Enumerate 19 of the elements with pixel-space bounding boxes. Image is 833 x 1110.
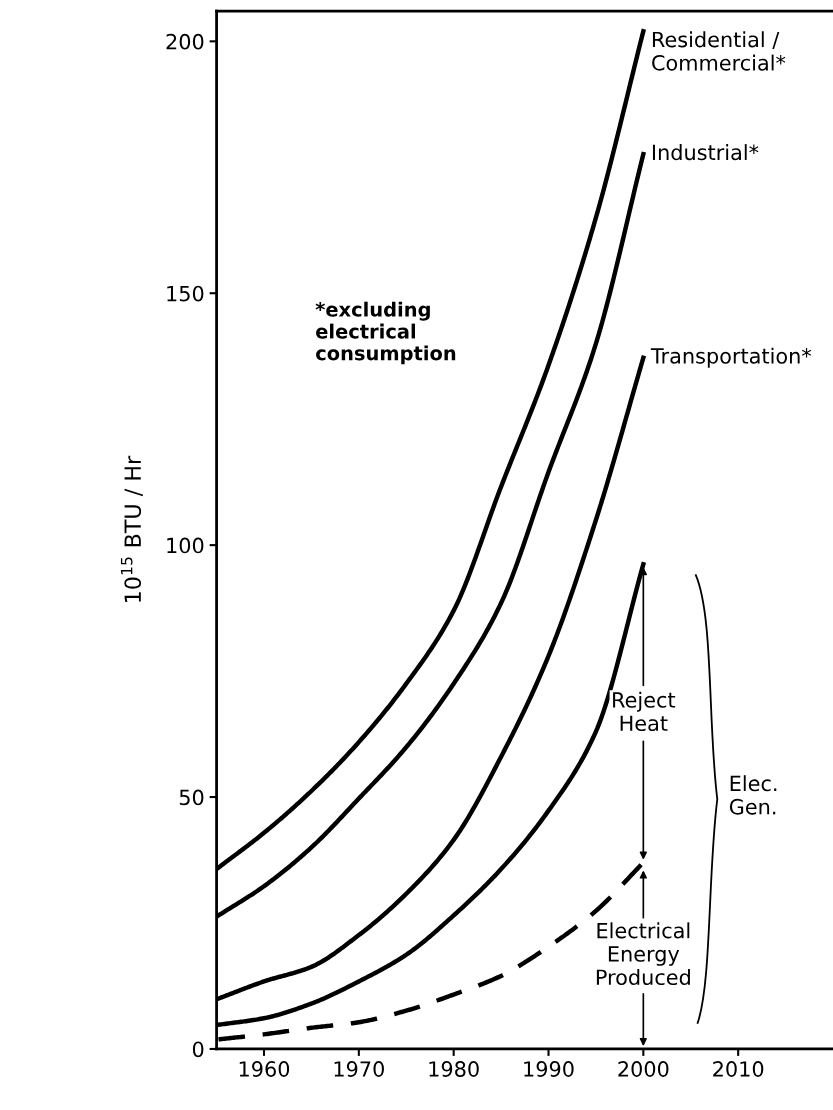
series-label: Transportation* — [650, 347, 812, 368]
y-tick-label: 0 — [192, 1041, 204, 1058]
annotation: Elec. Gen. — [729, 775, 777, 815]
y-tick-label: 100 — [167, 537, 204, 554]
x-tick-label: 1980 — [429, 1061, 479, 1077]
x-tick-label: 2000 — [618, 1061, 669, 1077]
annotation: Reject Heat — [613, 691, 676, 732]
y-tick-label: 50 — [179, 789, 204, 806]
series-label: Industrial* — [652, 144, 759, 161]
series-label: Residential / Commercial* — [652, 31, 786, 71]
x-tick-label: 1960 — [239, 1061, 290, 1077]
annotation: *excluding electrical consumption — [315, 301, 456, 365]
annotation: Electrical Energy Produced — [596, 922, 690, 986]
y-axis-title: 10$^{15}$ BTU / Hr — [120, 455, 143, 602]
y-tick-label: 150 — [167, 285, 204, 302]
x-tick-label: 2010 — [713, 1061, 764, 1077]
x-tick-label: 1970 — [334, 1061, 384, 1077]
x-tick-label: 1990 — [524, 1061, 574, 1077]
y-tick-label: 200 — [166, 33, 204, 50]
